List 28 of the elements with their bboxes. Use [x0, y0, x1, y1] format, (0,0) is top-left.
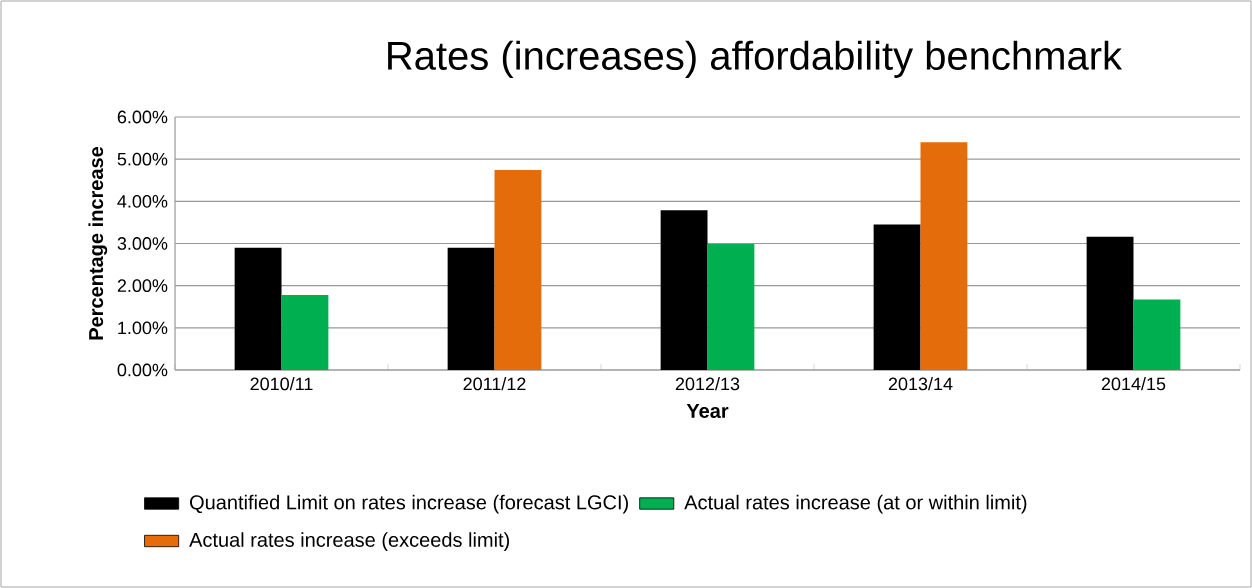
x-tick-label: 2012/13	[675, 377, 740, 391]
bar	[447, 247, 495, 370]
y-tick-label: 5.00%	[117, 152, 168, 166]
bar	[234, 247, 282, 370]
x-tick-label: 2010/11	[250, 377, 313, 391]
legend-label: Actual rates increase (at or within limit)	[684, 494, 1027, 514]
bar	[873, 224, 921, 370]
x-tick-label: 2014/15	[1101, 377, 1166, 391]
y-tick-label: 4.00%	[117, 194, 168, 208]
legend-label: Quantified Limit on rates increase (forecast LGCI)	[190, 494, 628, 514]
bar	[1086, 236, 1134, 370]
y-tick-label: 3.00%	[117, 237, 168, 250]
chart-title: Rates (increases) affordability benchmark	[388, 40, 1123, 78]
x-axis-title: Year	[686, 403, 729, 418]
bar	[707, 243, 755, 370]
bar	[281, 294, 329, 370]
y-tick-label: 0.00%	[117, 363, 168, 377]
legend-label: Actual rates increase (exceeds limit)	[189, 532, 510, 551]
bar	[920, 142, 968, 370]
bar	[1133, 299, 1181, 370]
y-tick-label: 2.00%	[117, 279, 168, 293]
y-tick-label: 6.00%	[117, 110, 168, 124]
y-tick-label: 1.00%	[118, 321, 168, 335]
bar	[494, 170, 542, 370]
x-tick-label: 2011/12	[463, 377, 526, 391]
y-axis-title: Percentage increase	[88, 146, 108, 340]
x-tick-label: 2013/14	[888, 377, 953, 391]
bar	[660, 210, 708, 370]
